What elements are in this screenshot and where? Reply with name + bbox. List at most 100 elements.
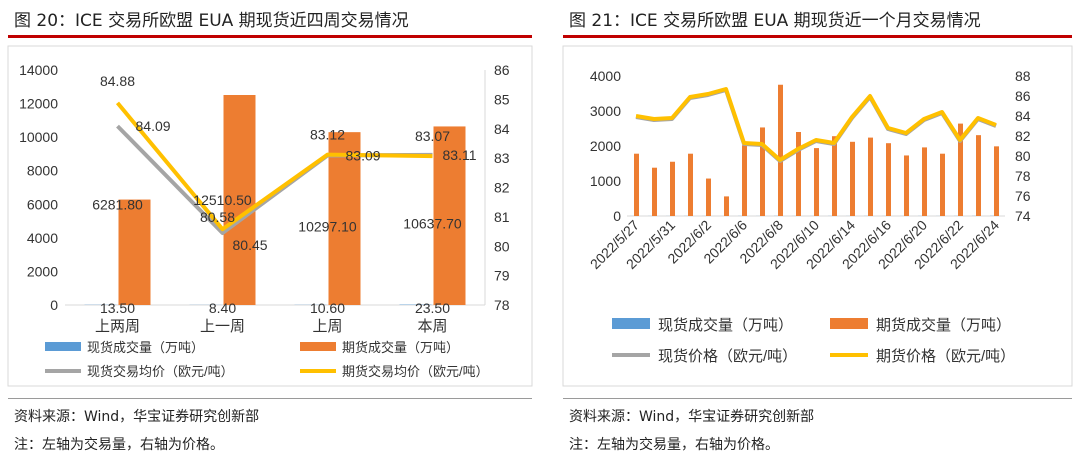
x-tick-label: 本周 [417, 318, 447, 335]
y-right-tick-label: 81 [494, 209, 510, 225]
x-tick-label: 上周 [312, 318, 342, 335]
legend-label: 现货成交量（万吨） [87, 340, 204, 355]
futures-volume-bar [886, 143, 891, 216]
y-right-tick-label: 84 [494, 121, 510, 137]
futures-volume-bar [940, 153, 945, 216]
y-left-tick-label: 4000 [27, 230, 58, 246]
futures-volume-data-label: 12510.50 [193, 192, 252, 208]
futures-volume-bar [652, 167, 657, 216]
y-left-tick-label: 4000 [590, 68, 621, 84]
y-left-tick-label: 8000 [27, 163, 58, 179]
y-right-tick-label: 78 [494, 297, 510, 313]
legend-swatch [45, 342, 81, 351]
y-left-tick-label: 2000 [27, 263, 58, 279]
legend-label: 现货成交量（万吨） [658, 316, 793, 334]
spot-price-data-label: 84.09 [136, 118, 171, 134]
y-right-tick-label: 80 [1015, 148, 1031, 164]
y-right-tick-label: 83 [494, 150, 510, 166]
weekly-chart: 0 2000 4000 6000 8000 10000 12000 14000 78 79 80 81… [7, 45, 533, 387]
chart-panel-monthly: 图 21：ICE 交易所欧盟 EUA 期现货近一个月交易情况 0 1000 2000… [555, 0, 1080, 463]
spot-price-line [116, 124, 433, 236]
y-right-tick-label: 79 [494, 268, 510, 284]
y-right-tick-label: 76 [1015, 188, 1031, 204]
y-left-tick-label: 12000 [19, 96, 58, 112]
y-left-tick-label: 2000 [590, 138, 621, 154]
futures-volume-bar [850, 141, 855, 216]
futures-volume-bar [328, 132, 361, 305]
y-left-tick-label: 0 [613, 208, 621, 224]
chart-title: 图 20：ICE 交易所欧盟 EUA 期现货近四周交易情况 [14, 11, 409, 31]
legend-label: 期货价格（欧元/吨） [876, 348, 1015, 365]
futures-price-data-label: 80.58 [200, 209, 235, 225]
y-right-tick-label: 82 [494, 180, 510, 196]
futures-volume-bar [118, 199, 151, 305]
legend-label: 现货交易均价（欧元/吨） [87, 364, 234, 379]
axis-note: 注：左轴为交易量，右轴为价格。 [569, 437, 779, 453]
futures-volume-data-label: 10637.70 [403, 216, 462, 232]
legend-swatch [612, 318, 650, 329]
futures-volume-bar [634, 153, 639, 216]
spot-price-data-label: 83.11 [443, 147, 477, 163]
futures-volume-bar [922, 147, 927, 216]
futures-volume-bar [670, 161, 675, 216]
y-right-tick-label: 86 [1015, 88, 1031, 104]
y-right-tick-label: 84 [1015, 108, 1031, 124]
futures-price-data-label: 84.88 [100, 73, 135, 89]
footer-rule [563, 398, 1072, 399]
y-right-tick-label: 78 [1015, 168, 1031, 184]
futures-price-line [635, 87, 997, 162]
plot-frame [562, 45, 1073, 387]
y-right-tick-label: 74 [1015, 208, 1031, 224]
futures-volume-bar [976, 135, 981, 216]
spot-volume-data-label: 8.40 [209, 300, 236, 316]
futures-volume-data-label: 6281.80 [92, 196, 143, 212]
futures-volume-bar [760, 127, 765, 216]
legend-label: 期货成交量（万吨） [342, 340, 459, 355]
title-rule [8, 35, 532, 38]
y-left-tick-label: 10000 [19, 129, 58, 145]
futures-volume-bar [223, 95, 256, 305]
chart-title: 图 21：ICE 交易所欧盟 EUA 期现货近一个月交易情况 [569, 11, 981, 31]
source-note: 资料来源：Wind，华宝证券研究创新部 [569, 409, 815, 425]
legend-label: 期货交易均价（欧元/吨） [342, 364, 489, 379]
y-right-tick-label: 86 [494, 62, 510, 78]
legend-swatch [830, 318, 868, 329]
futures-volume-bar [814, 148, 819, 216]
x-tick-label: 上一周 [200, 318, 245, 335]
futures-volume-bar [706, 178, 711, 216]
y-left-tick-label: 1000 [590, 173, 621, 189]
legend-label: 现货价格（欧元/吨） [658, 348, 797, 365]
y-right-tick-label: 85 [494, 91, 510, 107]
futures-volume-bar [958, 123, 963, 216]
futures-price-line [115, 101, 433, 232]
futures-volume-bar [433, 126, 466, 306]
y-left-tick-label: 3000 [590, 103, 621, 119]
futures-price-data-label: 83.12 [310, 127, 345, 143]
y-right-tick-label: 80 [494, 238, 510, 254]
futures-volume-bar [742, 145, 747, 216]
axis-note: 注：左轴为交易量，右轴为价格。 [14, 437, 224, 453]
futures-volume-bar [724, 196, 729, 216]
spot-volume-data-label: 10.60 [310, 300, 345, 316]
spot-volume-data-label: 23.50 [415, 300, 450, 316]
futures-volume-bar [832, 136, 837, 216]
spot-price-data-label: 83.09 [346, 147, 381, 163]
futures-volume-bar [778, 84, 783, 216]
futures-volume-data-label: 10297.10 [298, 219, 357, 235]
legend-swatch [300, 342, 336, 351]
futures-volume-bar [868, 137, 873, 216]
spot-price-data-label: 80.45 [233, 237, 268, 253]
y-left-tick-label: 14000 [19, 62, 58, 78]
y-left-tick-label: 0 [50, 297, 58, 313]
legend-label: 期货成交量（万吨） [876, 316, 1011, 334]
y-left-tick-label: 6000 [27, 196, 58, 212]
chart-panel-weekly: 图 20：ICE 交易所欧盟 EUA 期现货近四周交易情况 0 2000 4000 6… [7, 11, 533, 453]
x-tick-label: 上两周 [95, 318, 140, 335]
source-note: 资料来源：Wind，华宝证券研究创新部 [14, 409, 260, 425]
futures-volume-bar [796, 132, 801, 216]
y-right-tick-label: 82 [1015, 128, 1031, 144]
y-right-tick-label: 88 [1015, 68, 1031, 84]
monthly-chart: 0100020003000400074767880828486882022/5/… [562, 45, 1073, 387]
footer-rule [8, 398, 532, 399]
plot-frame [7, 45, 533, 387]
